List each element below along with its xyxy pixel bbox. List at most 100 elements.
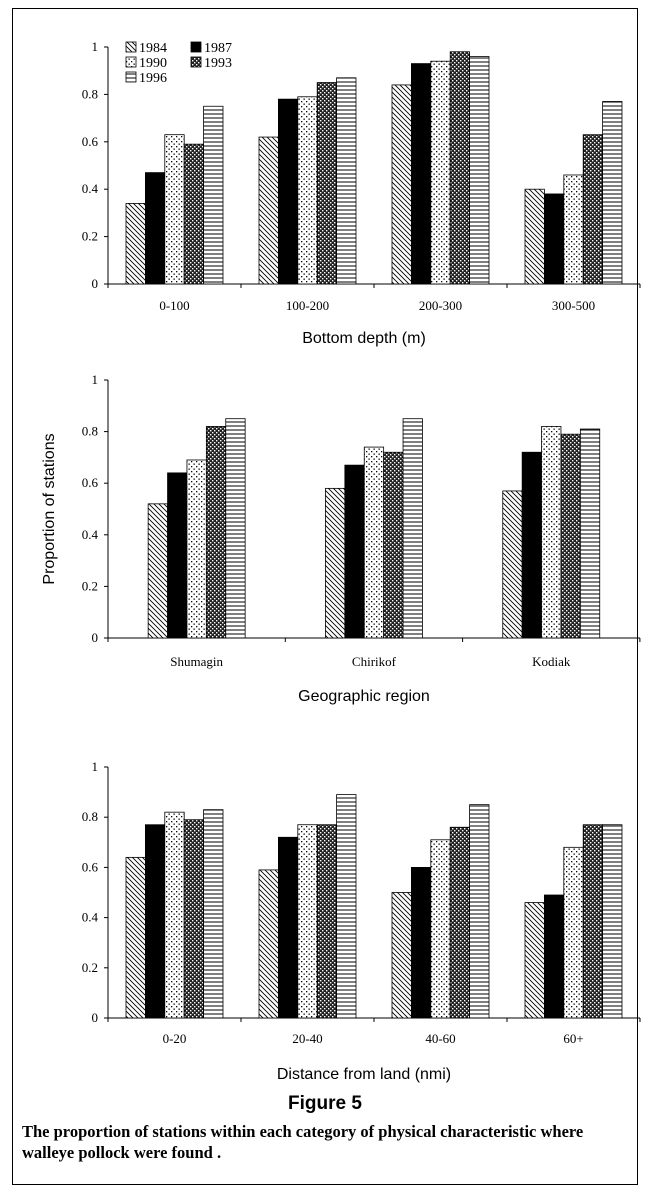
- bar-1987-100-200: [277, 98, 299, 285]
- bar-1990-200-300: [430, 60, 451, 285]
- bar-1984-20-40: [258, 869, 279, 1019]
- category-label: 300-500: [552, 298, 595, 313]
- bar-1990-40-60: [430, 839, 451, 1019]
- bar-1984-300-500: [524, 188, 545, 285]
- bar-1987-Chirikof: [344, 464, 365, 639]
- bar-1987-40-60: [410, 867, 432, 1019]
- y-tick-label: 0.6: [82, 475, 99, 490]
- chart-panel-2: 0 0.2 0.4 0.6 0.8 1 Shumagin Chirikof Kodiak Geog…: [41, 372, 641, 705]
- legend-swatch-1987: [190, 41, 202, 53]
- bar-1990-20-40: [297, 824, 318, 1019]
- y-axis-label: Proportion of stations: [41, 433, 58, 584]
- bar-1993-20-40: [316, 824, 338, 1019]
- bar-1984-0-20: [125, 856, 146, 1019]
- y-tick-label: 0.6: [82, 859, 99, 874]
- bar-1993-Shumagin: [205, 426, 227, 639]
- bar-1984-Chirikof: [325, 487, 346, 639]
- bar-1987-0-100: [144, 172, 166, 285]
- bar-1996-0-20: [203, 809, 224, 1019]
- x-axis-label: Distance from land (nmi): [277, 1066, 451, 1083]
- category-label: Shumagin: [170, 654, 223, 669]
- bar-1987-20-40: [277, 836, 299, 1019]
- bar-1996-40-60: [469, 804, 490, 1019]
- legend-label-1996: 1996: [139, 71, 167, 86]
- bar-1993-40-60: [449, 826, 471, 1019]
- bar-1996-Chirikof: [402, 418, 423, 639]
- bar-1990-Kodiak: [541, 426, 562, 639]
- legend-swatch-1993: [190, 56, 202, 68]
- category-label: 200-300: [419, 298, 462, 313]
- bar-1990-0-100: [164, 134, 185, 285]
- bar-1996-Shumagin: [225, 418, 246, 639]
- bar-1990-Chirikof: [363, 446, 385, 639]
- bar-1990-Shumagin: [186, 459, 207, 639]
- bar-1984-200-300: [391, 84, 412, 285]
- category-label: 100-200: [286, 298, 329, 313]
- legend: 1984 1987 1990 1993 1996: [125, 41, 232, 86]
- category-label: Chirikof: [352, 654, 397, 669]
- bar-1996-100-200: [336, 77, 357, 285]
- y-tick-label: 0.4: [82, 527, 99, 542]
- y-tick-label: 1: [92, 759, 99, 774]
- bar-1993-200-300: [449, 51, 471, 285]
- bar-1984-40-60: [391, 892, 412, 1019]
- category-label: 20-40: [292, 1031, 322, 1046]
- bar-1993-300-500: [582, 134, 604, 285]
- y-tick-label: 0.8: [82, 424, 98, 439]
- bar-1993-0-20: [183, 819, 204, 1019]
- legend-swatch-1996: [125, 71, 137, 83]
- y-tick-label: 0: [92, 276, 99, 291]
- category-label: Kodiak: [532, 654, 571, 669]
- bar-1984-0-100: [125, 203, 146, 285]
- y-tick-label: 0: [92, 630, 99, 645]
- category-label: 0-100: [159, 298, 189, 313]
- chart-panel-1: 0 0.2 0.4 0.6 0.8 1 0-100 100-200 200-300 300-500…: [82, 39, 641, 347]
- bar-1984-Shumagin: [147, 503, 168, 639]
- bar-1984-Kodiak: [502, 490, 523, 639]
- bar-1987-0-20: [144, 824, 166, 1019]
- y-tick-label: 1: [92, 39, 99, 54]
- bar-1993-100-200: [316, 82, 338, 285]
- bar-1984-60+: [524, 902, 545, 1019]
- legend-label-1987: 1987: [204, 41, 232, 56]
- bar-1996-Kodiak: [579, 428, 601, 639]
- figure-title: Figure 5: [288, 1093, 362, 1114]
- y-tick-label: 1: [92, 372, 99, 387]
- legend-label-1984: 1984: [139, 41, 167, 56]
- y-tick-label: 0.4: [82, 910, 99, 925]
- category-label: 0-20: [163, 1031, 187, 1046]
- category-label: 60+: [563, 1031, 583, 1046]
- legend-label-1990: 1990: [139, 56, 167, 71]
- bar-1990-300-500: [563, 174, 584, 285]
- bar-1987-Shumagin: [167, 472, 188, 639]
- bar-1996-20-40: [336, 794, 357, 1019]
- bar-1990-60+: [563, 846, 584, 1019]
- bar-1990-0-20: [164, 811, 185, 1019]
- bar-1984-100-200: [258, 136, 279, 285]
- bar-1996-60+: [602, 824, 623, 1019]
- figure-charts: 00.20.40.60.810-100 100-200 200-300 300-500…: [41, 39, 641, 1083]
- bar-1996-300-500: [602, 101, 623, 285]
- bar-1996-0-100: [203, 105, 224, 285]
- bar-1987-Kodiak: [521, 451, 542, 639]
- x-axis-label: Bottom depth (m): [302, 330, 426, 347]
- bar-1987-300-500: [544, 193, 565, 285]
- y-tick-label: 0.2: [82, 578, 98, 593]
- legend-label-1993: 1993: [204, 56, 232, 71]
- x-axis-label: Geographic region: [298, 688, 430, 705]
- y-tick-label: 0.2: [82, 229, 98, 244]
- bar-1987-60+: [544, 894, 565, 1019]
- y-tick-label: 0.2: [82, 960, 98, 975]
- y-tick-label: 0.8: [82, 809, 98, 824]
- y-tick-label: 0: [92, 1010, 99, 1025]
- bar-1987-200-300: [410, 63, 432, 285]
- bar-1993-0-100: [183, 143, 204, 285]
- bar-1996-200-300: [469, 56, 490, 285]
- y-tick-label: 0.4: [82, 181, 99, 196]
- y-tick-label: 0.6: [82, 134, 99, 149]
- bar-1993-Kodiak: [560, 433, 581, 639]
- legend-swatch-1990: [125, 56, 137, 68]
- bar-1993-60+: [582, 824, 604, 1019]
- y-tick-label: 0.8: [82, 86, 98, 101]
- legend-swatch-1984: [125, 41, 137, 53]
